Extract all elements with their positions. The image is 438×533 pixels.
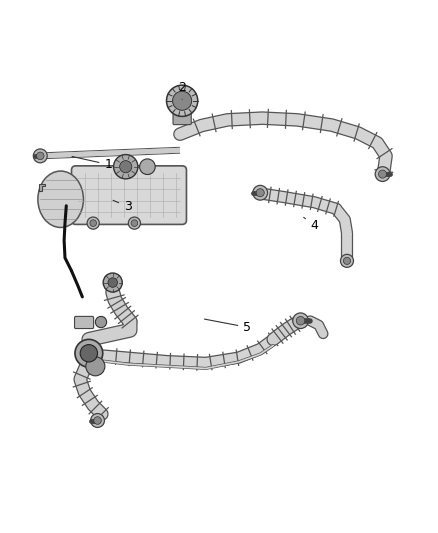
Circle shape — [375, 167, 390, 181]
Circle shape — [340, 254, 353, 268]
Circle shape — [296, 317, 305, 325]
Circle shape — [108, 278, 117, 287]
Circle shape — [253, 185, 268, 200]
FancyBboxPatch shape — [71, 166, 187, 224]
Circle shape — [91, 414, 105, 427]
Ellipse shape — [38, 171, 83, 228]
Circle shape — [103, 273, 122, 292]
Circle shape — [113, 155, 138, 179]
Text: 5: 5 — [205, 319, 251, 334]
Text: 3: 3 — [113, 200, 132, 213]
Circle shape — [90, 220, 96, 227]
Circle shape — [80, 345, 98, 362]
Text: 4: 4 — [304, 217, 318, 232]
Circle shape — [33, 149, 47, 163]
Circle shape — [87, 217, 99, 229]
Circle shape — [86, 357, 105, 376]
Circle shape — [256, 189, 264, 197]
Circle shape — [166, 85, 198, 116]
Circle shape — [131, 220, 138, 227]
Circle shape — [378, 170, 387, 178]
Circle shape — [95, 317, 106, 328]
FancyBboxPatch shape — [74, 317, 94, 328]
Text: 2: 2 — [178, 81, 186, 100]
Circle shape — [94, 417, 101, 424]
Circle shape — [293, 313, 308, 328]
Circle shape — [173, 91, 192, 110]
Circle shape — [343, 257, 350, 264]
Circle shape — [75, 340, 103, 367]
Circle shape — [140, 159, 155, 174]
Text: 1: 1 — [72, 157, 112, 171]
Polygon shape — [39, 184, 46, 191]
Circle shape — [120, 160, 132, 173]
FancyBboxPatch shape — [173, 112, 191, 125]
Circle shape — [128, 217, 141, 229]
Circle shape — [36, 152, 44, 160]
